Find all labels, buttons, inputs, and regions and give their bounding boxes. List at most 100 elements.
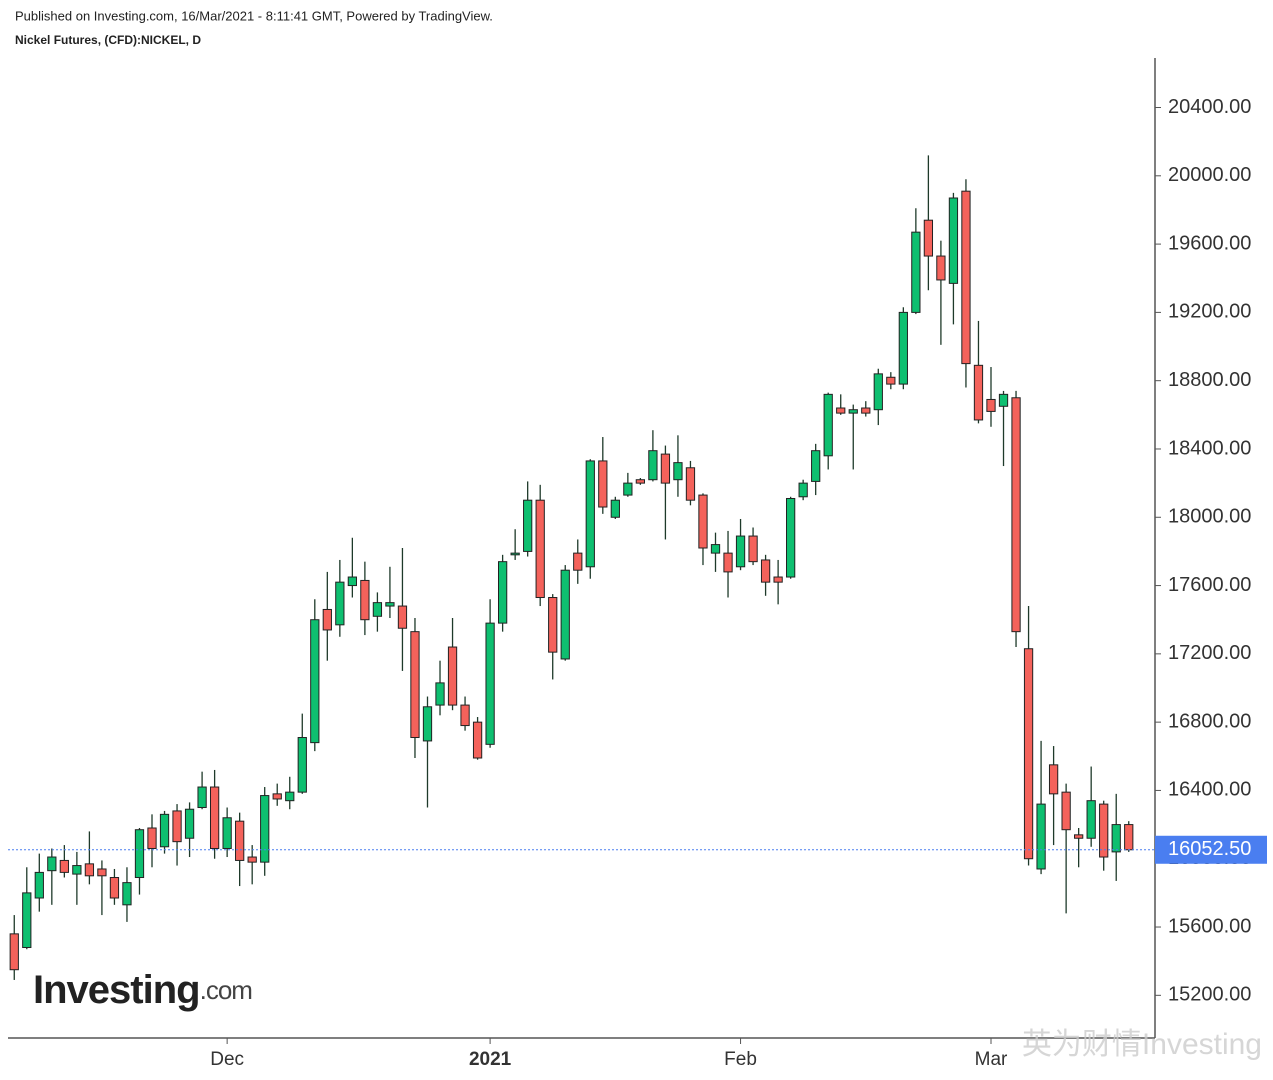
candle-body: [84, 863, 95, 877]
y-tick-label: 15600.00: [1168, 915, 1251, 937]
candle-body: [72, 865, 82, 875]
candle-body: [998, 393, 1009, 407]
candle-body: [1011, 397, 1021, 633]
candle-body: [986, 398, 996, 412]
candle-body: [823, 393, 833, 457]
candle-body: [47, 856, 57, 872]
candle-body: [523, 499, 533, 552]
candle-body: [485, 622, 495, 745]
candle-body: [285, 791, 295, 802]
candle-body: [422, 706, 433, 742]
candle-body: [961, 190, 971, 365]
candle-body: [923, 219, 934, 257]
candle-body: [535, 499, 545, 599]
candle-body: [861, 407, 871, 414]
candle-body: [723, 552, 733, 573]
candle-body: [247, 856, 257, 863]
logo-name: Investing: [33, 968, 200, 1012]
candle-body: [648, 450, 658, 481]
candle-body: [435, 682, 445, 706]
candle-body: [573, 552, 583, 571]
y-tick-label: 20400.00: [1168, 96, 1251, 118]
candle-body: [1099, 803, 1109, 858]
candle-body: [122, 882, 132, 906]
candle-body: [560, 569, 570, 660]
candle-body: [222, 817, 232, 849]
candle-body: [735, 535, 746, 568]
candle-body: [297, 737, 307, 793]
candle-body: [748, 535, 758, 563]
candle-body: [836, 407, 846, 414]
candle-body: [1048, 764, 1059, 795]
candle-body: [272, 793, 282, 800]
candle-body: [710, 544, 721, 554]
published-note: Published on Investing.com, 16/Mar/2021 …: [15, 8, 493, 23]
candle-body: [497, 561, 508, 624]
candle-body: [548, 597, 558, 653]
candle-body: [848, 409, 858, 414]
y-tick-label: 18000.00: [1168, 506, 1251, 528]
candle-body: [1074, 834, 1084, 839]
y-tick-label: 18400.00: [1168, 437, 1251, 459]
candle-body: [873, 373, 883, 411]
candle-body: [1061, 791, 1071, 831]
candle-body: [34, 871, 44, 899]
y-tick-label: 16400.00: [1168, 779, 1251, 801]
candle-body: [698, 494, 708, 549]
candle-body: [447, 646, 458, 706]
y-tick-label: 17600.00: [1168, 574, 1251, 596]
candle-body: [510, 552, 520, 556]
y-tick-label: 19200.00: [1168, 301, 1251, 323]
y-tick-label: 20000.00: [1168, 164, 1251, 186]
candle-body: [635, 479, 646, 484]
candle-body: [209, 786, 220, 849]
candle-body: [898, 311, 908, 385]
candle-body: [335, 581, 345, 626]
candle-body: [773, 576, 783, 583]
candle-body: [811, 450, 821, 482]
candle-body: [886, 376, 896, 385]
logo-suffix: .com: [200, 975, 252, 1005]
candle-body: [22, 892, 32, 949]
candle-body: [660, 453, 671, 484]
x-tick-label: Mar: [975, 1049, 1008, 1070]
candle-body: [59, 859, 69, 873]
candle-body: [1023, 648, 1034, 860]
candle-body: [347, 576, 357, 587]
candle-body: [786, 497, 796, 578]
candle-body: [936, 255, 946, 281]
watermark: 英为财情Investing: [1022, 1028, 1262, 1061]
candle-body: [235, 820, 245, 861]
candle-body: [147, 827, 157, 849]
candle-body: [260, 795, 270, 863]
candle-body: [372, 602, 383, 617]
candle-body: [410, 631, 420, 739]
candle-body: [197, 786, 207, 809]
x-tick-label: 2021: [469, 1049, 512, 1070]
candle-body: [1036, 803, 1046, 870]
candle-body: [1086, 800, 1096, 839]
y-tick-label: 19600.00: [1168, 232, 1251, 254]
candle-body: [97, 868, 107, 877]
instrument-title: Nickel Futures, (CFD):NICKEL, D: [15, 33, 201, 47]
candle-body: [798, 482, 808, 498]
candle-body: [948, 197, 959, 284]
candle-body: [322, 608, 332, 631]
candle-body: [172, 810, 182, 843]
candle-body: [598, 460, 608, 508]
candle-body: [184, 808, 195, 839]
candle-body: [310, 619, 320, 744]
candle-body: [911, 231, 921, 313]
y-tick-label: 18800.00: [1168, 369, 1251, 391]
candle-body: [159, 813, 170, 848]
candle-body: [134, 829, 145, 879]
candle-body: [585, 460, 595, 568]
candle-body: [360, 579, 370, 621]
current-price-label: 16052.50: [1168, 838, 1251, 860]
current-price-box: [1155, 835, 1267, 864]
candle-body: [1111, 824, 1121, 853]
candle-body: [397, 605, 408, 629]
x-tick-label: Dec: [210, 1049, 244, 1070]
